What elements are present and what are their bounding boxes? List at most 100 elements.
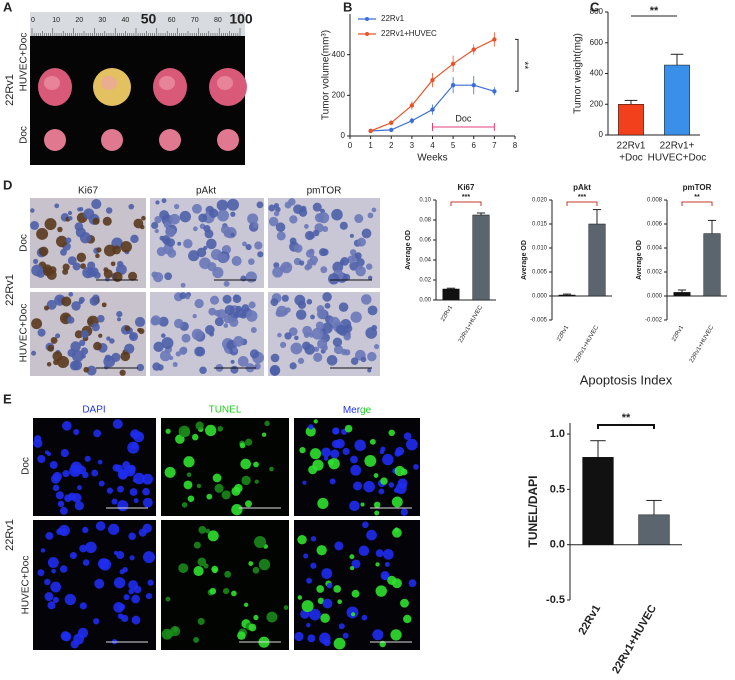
cell xyxy=(89,296,99,306)
cell xyxy=(161,333,166,338)
cell xyxy=(52,471,62,482)
cell xyxy=(304,230,315,241)
x-tick-label: 22Rv1+HUVEC xyxy=(574,324,600,364)
cell xyxy=(127,464,136,473)
data-point xyxy=(471,82,476,88)
panel-label: D xyxy=(3,177,12,192)
bar xyxy=(582,457,614,545)
cell xyxy=(316,309,327,320)
cell xyxy=(317,597,325,605)
bar xyxy=(618,104,644,136)
micrograph xyxy=(294,418,420,516)
cell xyxy=(349,554,355,560)
cell xyxy=(110,261,116,267)
cell xyxy=(321,447,331,458)
cell xyxy=(105,207,113,214)
cell xyxy=(71,350,84,362)
cell xyxy=(374,510,380,516)
cell xyxy=(77,485,82,491)
cell xyxy=(317,338,328,350)
cell xyxy=(322,226,329,233)
cell xyxy=(55,333,61,339)
x-tick-label: 0 xyxy=(348,141,353,150)
cell xyxy=(340,257,350,266)
x-tick-label: +Doc xyxy=(619,153,643,164)
cell xyxy=(173,203,180,210)
cell xyxy=(269,466,274,472)
column-label: Merge xyxy=(343,405,372,416)
cell xyxy=(285,307,291,313)
cell xyxy=(297,300,307,309)
cell xyxy=(206,238,217,250)
cell xyxy=(103,269,113,279)
cell xyxy=(191,328,204,341)
row-label: HUVEC+Doc xyxy=(21,556,32,615)
cell xyxy=(243,602,249,607)
cell xyxy=(153,341,164,353)
cell xyxy=(76,252,87,263)
cell xyxy=(118,468,129,479)
cell xyxy=(101,302,107,308)
cell xyxy=(46,299,57,310)
y-tick-label: 0 xyxy=(341,131,346,140)
cell xyxy=(395,446,405,456)
cell xyxy=(379,449,385,455)
cell xyxy=(231,486,241,496)
significance: *** xyxy=(462,194,470,201)
cell xyxy=(276,231,286,241)
tumor xyxy=(101,129,123,151)
cell xyxy=(277,332,282,338)
cell xyxy=(248,623,257,632)
cell xyxy=(60,449,69,458)
cell xyxy=(245,243,252,251)
cell xyxy=(408,579,417,588)
cell xyxy=(254,241,263,250)
cell xyxy=(120,351,131,362)
y-tick-label: 0.08 xyxy=(419,218,431,224)
cell xyxy=(322,598,333,609)
cell xyxy=(313,419,318,424)
cell xyxy=(295,309,307,320)
cell xyxy=(318,212,330,224)
cell xyxy=(128,588,135,595)
cell xyxy=(79,602,87,610)
cell xyxy=(326,582,333,589)
cell xyxy=(351,559,361,569)
cell xyxy=(246,310,258,322)
cell xyxy=(354,439,366,452)
cell xyxy=(85,541,97,554)
cell xyxy=(78,339,86,347)
y-tick-label: 1.0 xyxy=(550,428,565,440)
y-tick-label: 0.015 xyxy=(532,222,548,228)
chart: -0.005 0.000 0.005 0.010 0.015 0.020 Average O… xyxy=(521,183,612,364)
cell xyxy=(350,311,362,323)
cell xyxy=(158,316,169,327)
cell xyxy=(151,221,159,230)
cell xyxy=(356,258,365,267)
cell xyxy=(301,600,314,613)
cell xyxy=(116,550,125,559)
cell xyxy=(289,215,298,224)
cell xyxy=(257,251,264,258)
cell xyxy=(199,366,207,375)
significance-bracket xyxy=(515,38,519,92)
data-point xyxy=(409,103,415,108)
y-tick-label: -0.5 xyxy=(546,594,565,606)
cell xyxy=(309,608,321,621)
x-tick-label: 4 xyxy=(430,141,435,150)
chart: 0 200 400 600 800 Tumor weight(mg) 22Rv1+Doc 22… xyxy=(573,5,707,164)
cell xyxy=(233,311,240,318)
cell xyxy=(321,248,329,256)
ruler-label: 100 xyxy=(229,11,253,27)
chart: 0.00 0.02 0.04 0.06 0.08 0.10 Average OD Ki67 22… xyxy=(405,183,496,344)
x-tick-label: 22Rv1+HUVEC xyxy=(610,603,659,676)
legend-marker xyxy=(365,32,369,36)
cell xyxy=(367,305,378,316)
cell xyxy=(37,328,46,337)
cell xyxy=(74,501,84,511)
cell xyxy=(350,464,362,476)
cell xyxy=(52,351,63,362)
cell xyxy=(337,599,343,605)
cell xyxy=(124,343,135,354)
cell xyxy=(324,302,331,309)
